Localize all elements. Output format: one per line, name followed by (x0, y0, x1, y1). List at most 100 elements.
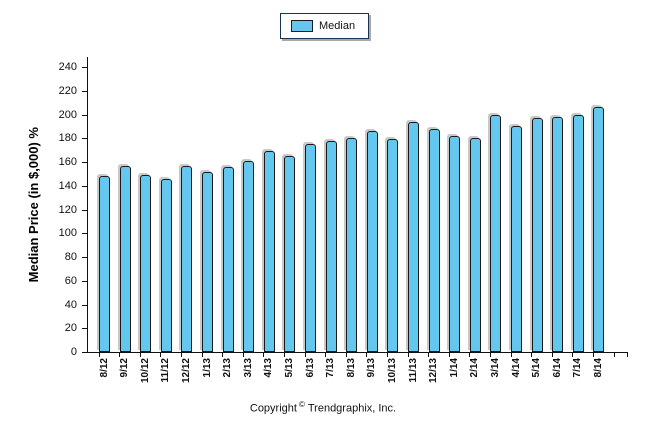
x-axis-label: 10/13 (387, 358, 398, 384)
x-tick (346, 353, 347, 357)
bar-7/14 (573, 115, 584, 352)
y-tick (82, 328, 87, 329)
x-tick (140, 353, 141, 357)
x-axis-label: 3/13 (243, 358, 254, 378)
bar-11/13 (408, 122, 419, 352)
x-axis-label: 6/13 (305, 358, 316, 378)
y-tick (82, 162, 87, 163)
y-tick-label: 0 (70, 346, 77, 358)
bar-10/12 (140, 175, 151, 352)
legend: Median (280, 13, 369, 39)
y-tick (82, 281, 87, 282)
y-tick (82, 233, 87, 234)
x-axis-label: 8/12 (99, 358, 110, 378)
y-tick (82, 186, 87, 187)
bar-3/14 (490, 115, 501, 352)
x-axis-label: 1/13 (202, 358, 213, 378)
x-tick (428, 353, 429, 357)
x-tick (243, 353, 244, 357)
x-tick (531, 353, 532, 357)
copyright-company: Trendgraphix, Inc. (307, 402, 397, 415)
bar-10/13 (387, 139, 398, 352)
bar-12/13 (429, 129, 440, 352)
x-tick (305, 353, 306, 357)
x-axis-label: 7/13 (325, 358, 336, 378)
x-tick (263, 353, 264, 357)
y-tick-label: 220 (58, 85, 77, 97)
x-axis-label: 5/13 (284, 358, 295, 378)
x-tick (614, 353, 615, 357)
x-axis-label: 2/13 (222, 358, 233, 378)
y-tick-label: 120 (58, 204, 77, 216)
y-axis-line (87, 57, 88, 353)
y-tick (82, 138, 87, 139)
x-axis-label: 4/13 (263, 358, 274, 378)
x-axis-end-tick (627, 353, 628, 357)
y-tick-label: 200 (58, 109, 77, 121)
x-axis-line (87, 352, 628, 353)
x-tick (449, 353, 450, 357)
x-axis-label: 2/14 (469, 358, 480, 378)
x-axis-label: 9/13 (366, 358, 377, 378)
y-tick-label: 40 (64, 299, 77, 311)
x-tick (387, 353, 388, 357)
y-tick (82, 91, 87, 92)
bar-5/14 (532, 118, 543, 352)
bar-8/14 (593, 107, 604, 352)
y-tick (82, 352, 87, 353)
x-axis-label: 8/14 (593, 358, 604, 378)
y-tick (82, 305, 87, 306)
x-tick (119, 353, 120, 357)
bar-3/13 (243, 161, 254, 352)
legend-swatch-median (291, 20, 313, 32)
x-tick (552, 353, 553, 357)
bar-11/12 (161, 179, 172, 352)
x-axis-label: 3/14 (490, 358, 501, 378)
x-axis-label: 5/14 (531, 358, 542, 378)
y-tick-label: 100 (58, 227, 77, 239)
x-axis-label: 1/14 (449, 358, 460, 378)
x-tick (99, 353, 100, 357)
x-axis-label: 12/13 (428, 358, 439, 384)
x-axis-label: 7/14 (572, 358, 583, 378)
x-tick (490, 353, 491, 357)
bar-12/12 (181, 166, 192, 352)
bar-9/13 (367, 131, 378, 352)
y-tick-label: 20 (64, 322, 77, 334)
x-tick (160, 353, 161, 357)
x-axis-label: 11/12 (160, 358, 171, 383)
x-tick (408, 353, 409, 357)
bar-5/13 (284, 156, 295, 352)
y-tick-label: 80 (64, 251, 77, 263)
bar-6/14 (552, 117, 563, 352)
copyright-symbol: © (298, 400, 305, 409)
bar-8/13 (346, 138, 357, 352)
x-axis-label: 10/12 (140, 358, 151, 384)
copyright-text: Copyright (249, 402, 297, 415)
bar-8/12 (99, 176, 110, 352)
y-tick-label: 60 (64, 275, 77, 287)
y-tick (82, 67, 87, 68)
y-tick-label: 160 (58, 156, 77, 168)
x-tick (511, 353, 512, 357)
y-tick-label: 180 (58, 132, 77, 144)
x-tick (366, 353, 367, 357)
bar-4/13 (264, 151, 275, 352)
x-axis-label: 11/13 (408, 358, 419, 383)
x-axis-label: 6/14 (552, 358, 563, 378)
y-tick (82, 115, 87, 116)
x-tick (284, 353, 285, 357)
y-tick-label: 140 (58, 180, 77, 192)
bar-9/12 (120, 166, 131, 352)
x-axis-label: 9/12 (119, 358, 130, 378)
y-tick (82, 257, 87, 258)
bar-1/13 (202, 172, 213, 352)
x-axis-label: 8/13 (346, 358, 357, 378)
bar-2/13 (223, 167, 234, 352)
x-tick (202, 353, 203, 357)
x-axis-label: 4/14 (511, 358, 522, 378)
y-tick (82, 210, 87, 211)
bar-4/14 (511, 126, 522, 352)
bar-1/14 (449, 136, 460, 352)
